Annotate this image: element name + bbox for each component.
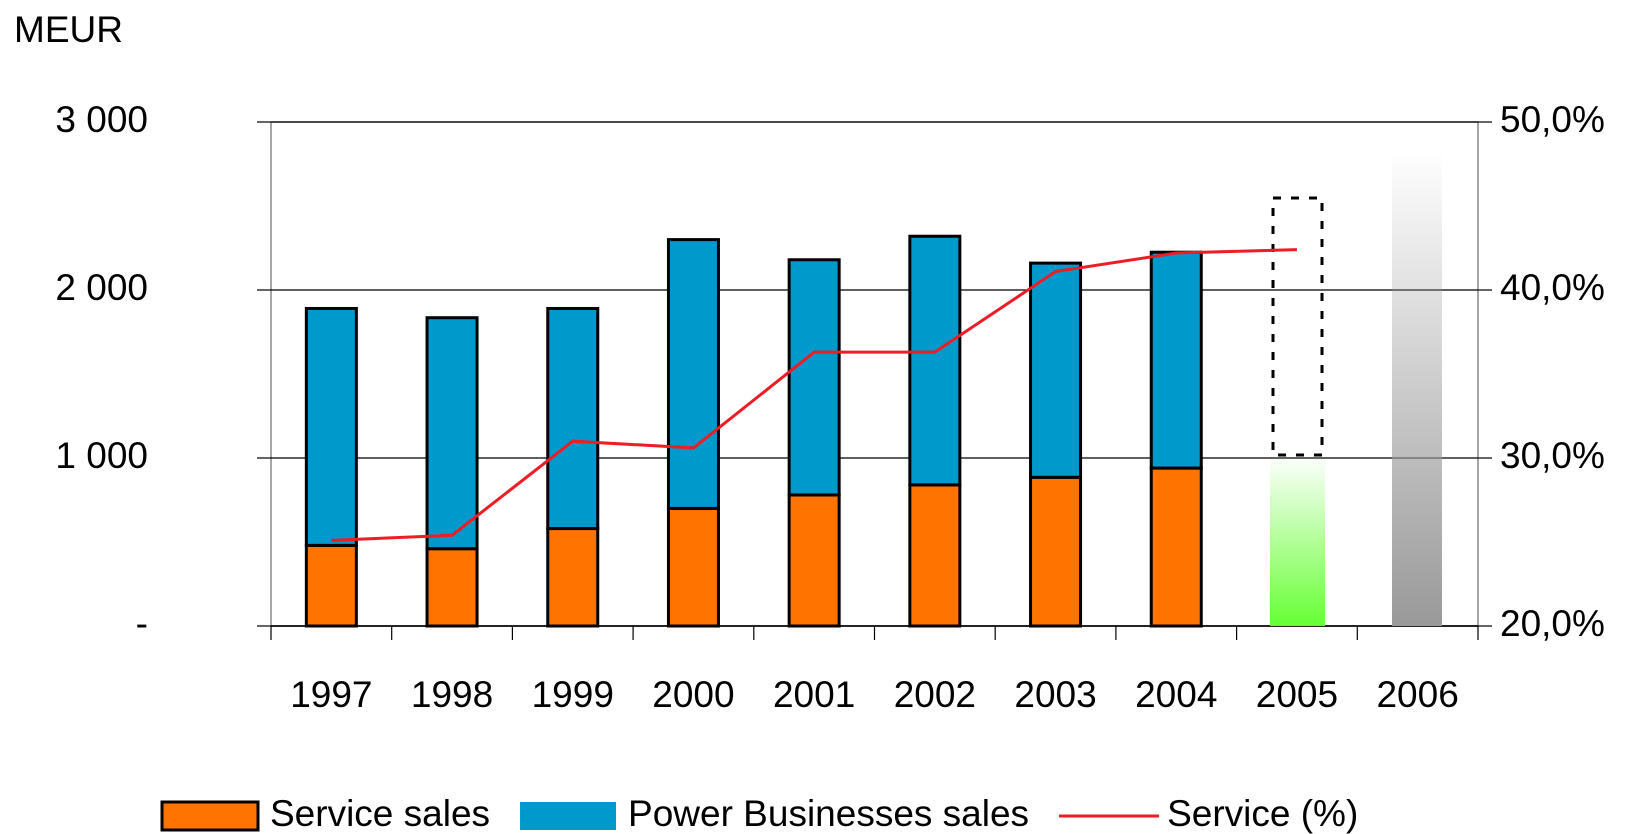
bar: [666, 506, 720, 628]
forecast-2005-outline: [1271, 196, 1324, 457]
legend-label: Power Businesses sales: [628, 793, 1029, 834]
y-tick-label: 3 000: [55, 99, 148, 140]
bar: [1149, 250, 1203, 470]
forecast-2005: [1270, 455, 1325, 626]
legend-label: Service sales: [270, 793, 490, 834]
x-tick-label: 1997: [290, 674, 372, 715]
x-tick-label: 1998: [411, 674, 493, 715]
bar: [304, 306, 358, 547]
legend-swatch: [520, 802, 617, 830]
bar: [787, 493, 841, 628]
x-tick-label: 2002: [894, 674, 976, 715]
y-tick-label: 1 000: [55, 435, 148, 476]
x-tick-label: 2003: [1014, 674, 1096, 715]
y-axis-label: MEUR: [14, 9, 123, 50]
x-tick-label: 2004: [1135, 674, 1217, 715]
bar: [908, 234, 962, 487]
bar: [666, 238, 720, 510]
x-tick-label: 1999: [532, 674, 614, 715]
x-tick-label: 2001: [773, 674, 855, 715]
y-tick-label: -: [136, 603, 148, 644]
x-tick-label: 2005: [1256, 674, 1338, 715]
y2-tick-label: 50,0%: [1500, 99, 1605, 140]
bar: [304, 543, 358, 628]
y2-tick-label: 40,0%: [1500, 267, 1605, 308]
legend-label: Service (%): [1167, 793, 1358, 834]
bar: [425, 316, 479, 551]
y-tick-label: 2 000: [55, 267, 148, 308]
line-series: [331, 248, 1297, 542]
bar: [1149, 466, 1203, 628]
forecast-2006: [1392, 150, 1442, 626]
bar: [908, 483, 962, 628]
y2-tick-label: 30,0%: [1500, 435, 1605, 476]
bar: [1029, 475, 1083, 628]
x-tick-label: 2006: [1376, 674, 1458, 715]
bar: [546, 527, 600, 628]
bar: [425, 547, 479, 628]
x-tick-label: 2000: [652, 674, 734, 715]
bar: [1029, 261, 1083, 479]
y2-tick-label: 20,0%: [1500, 603, 1605, 644]
bar: [787, 258, 841, 497]
legend-swatch: [160, 800, 260, 832]
bar: [546, 306, 600, 531]
forecast-decoration: [1270, 150, 1442, 626]
